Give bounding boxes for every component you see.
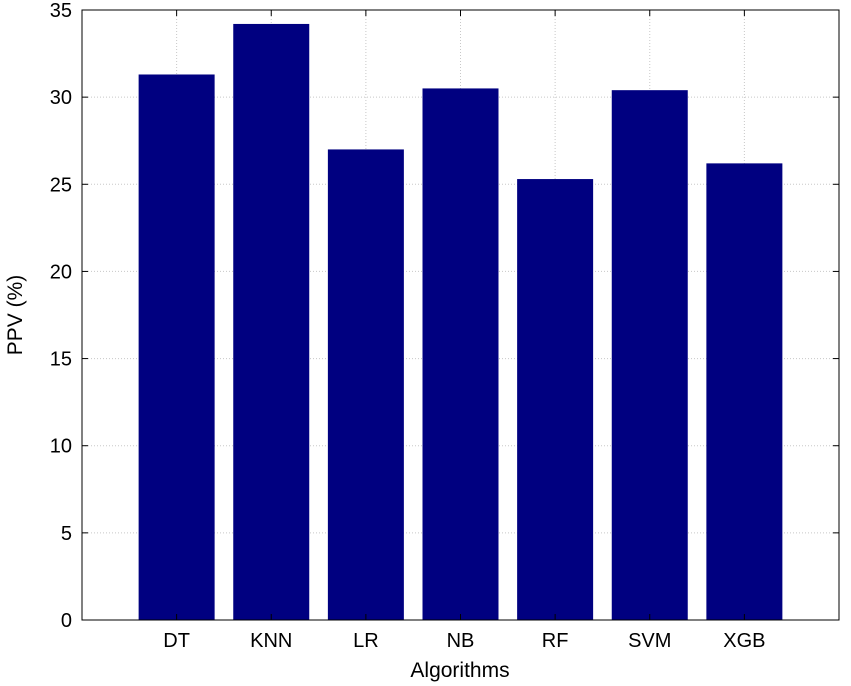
bar-lr xyxy=(327,149,404,620)
y-tick-label: 30 xyxy=(50,87,72,109)
y-axis-ticks: 0 5 10 15 20 25 30 35 xyxy=(50,0,839,632)
y-tick-label: 20 xyxy=(50,261,72,283)
bar-svm xyxy=(611,90,688,620)
x-tick-label: XGB xyxy=(723,630,765,652)
x-axis-ticks: DT KNN LR NB RF SVM XGB xyxy=(163,10,766,652)
bar-rf xyxy=(517,179,594,621)
bar-series xyxy=(138,23,783,621)
y-tick-label: 5 xyxy=(61,523,72,545)
x-tick-label: LR xyxy=(353,630,379,652)
y-tick-label: 10 xyxy=(50,436,72,458)
y-axis-title: PPV (%) xyxy=(4,275,27,356)
x-axis-title: Algorithms xyxy=(410,659,509,682)
x-tick-label: SVM xyxy=(628,630,671,652)
bar-nb xyxy=(422,88,499,620)
x-tick-label: DT xyxy=(163,630,190,652)
y-tick-label: 35 xyxy=(50,0,72,22)
x-tick-label: NB xyxy=(447,630,475,652)
bar-xgb xyxy=(706,163,783,620)
y-tick-label: 15 xyxy=(50,349,72,371)
bar-dt xyxy=(138,74,215,620)
y-tick-label: 25 xyxy=(50,174,72,196)
y-tick-label: 0 xyxy=(61,610,72,632)
x-tick-label: RF xyxy=(542,630,569,652)
x-tick-label: KNN xyxy=(250,630,292,652)
bar-knn xyxy=(233,23,310,620)
